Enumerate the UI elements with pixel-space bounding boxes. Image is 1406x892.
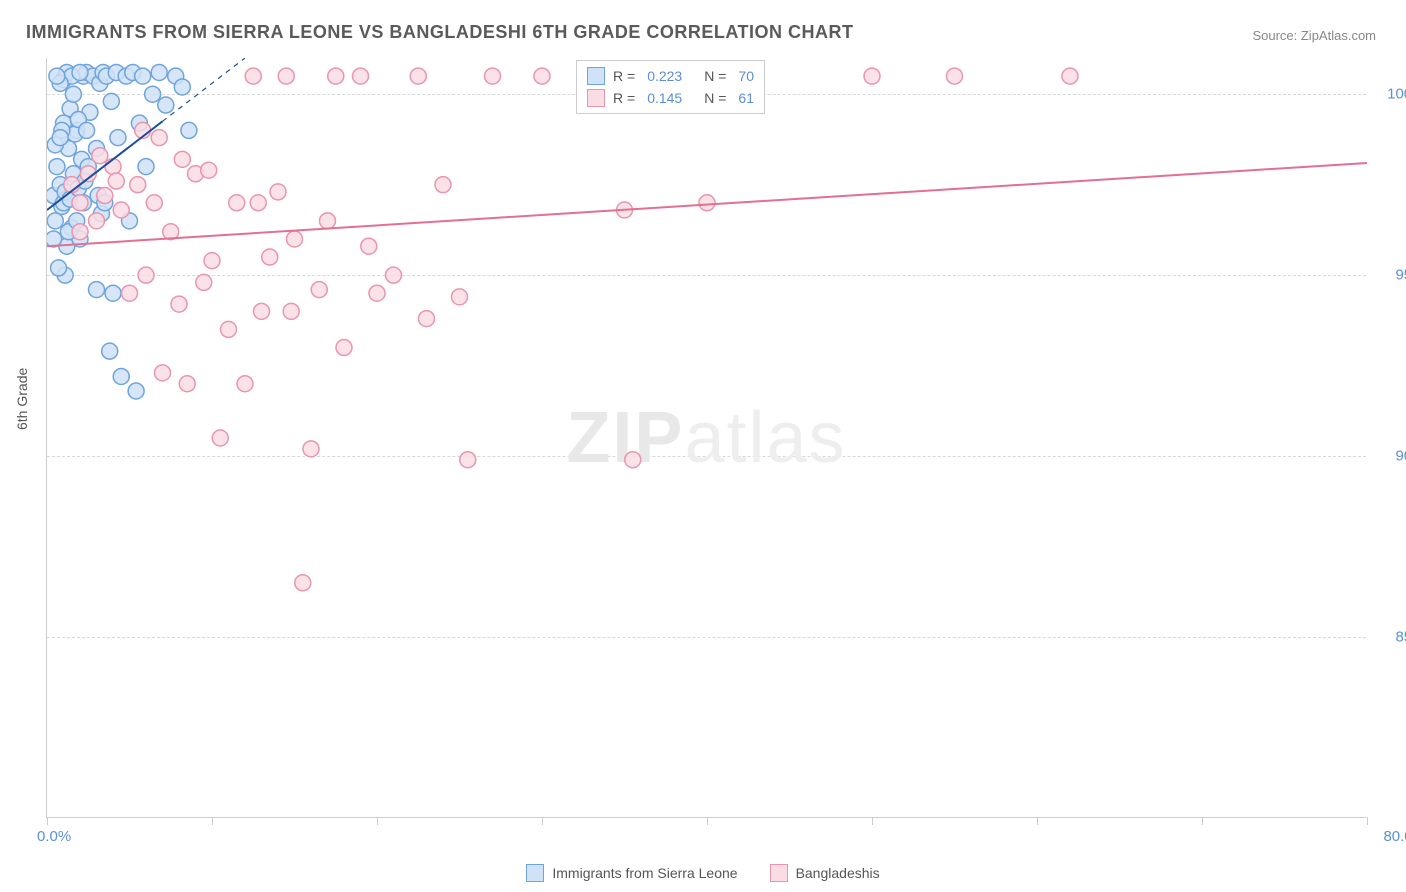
legend-n-label: N = bbox=[704, 68, 726, 84]
legend-bottom-item: Immigrants from Sierra Leone bbox=[526, 864, 737, 882]
trend-layer bbox=[47, 58, 1367, 818]
x-tick-0: 0.0% bbox=[37, 828, 71, 845]
y-axis-label: 6th Grade bbox=[14, 368, 30, 430]
y-tick-label: 85.0% bbox=[1395, 629, 1406, 646]
source-label: Source: ZipAtlas.com bbox=[1252, 28, 1376, 43]
x-tick bbox=[707, 817, 708, 825]
x-tick bbox=[212, 817, 213, 825]
legend-r-label: R = bbox=[613, 68, 635, 84]
legend-n-value: 70 bbox=[738, 68, 754, 84]
plot-area: ZIPatlas 0.0% 80.0% 85.0%90.0%95.0%100.0… bbox=[46, 58, 1366, 818]
legend-r-value: 0.145 bbox=[647, 90, 682, 106]
legend-n-label: N = bbox=[704, 90, 726, 106]
legend-row: R = 0.223 N = 70 bbox=[587, 65, 754, 87]
legend-swatch bbox=[587, 89, 605, 107]
legend-n-value: 61 bbox=[738, 90, 754, 106]
y-tick-label: 100.0% bbox=[1387, 86, 1406, 103]
legend-bottom-item: Bangladeshis bbox=[770, 864, 880, 882]
legend-row: R = 0.145 N = 61 bbox=[587, 87, 754, 109]
legend-top: R = 0.223 N = 70 R = 0.145 N = 61 bbox=[576, 60, 765, 114]
legend-swatch bbox=[526, 864, 544, 882]
x-tick bbox=[542, 817, 543, 825]
legend-r-value: 0.223 bbox=[647, 68, 682, 84]
legend-r-label: R = bbox=[613, 90, 635, 106]
x-tick bbox=[1367, 817, 1368, 825]
x-tick bbox=[1037, 817, 1038, 825]
x-tick bbox=[1202, 817, 1203, 825]
legend-label: Immigrants from Sierra Leone bbox=[552, 865, 737, 881]
y-tick-label: 95.0% bbox=[1395, 267, 1406, 284]
legend-swatch bbox=[587, 67, 605, 85]
trend-line bbox=[47, 163, 1367, 246]
legend-label: Bangladeshis bbox=[796, 865, 880, 881]
x-tick bbox=[872, 817, 873, 825]
x-tick-max: 80.0% bbox=[1383, 828, 1406, 845]
trend-line-dashed bbox=[163, 58, 246, 121]
x-tick bbox=[377, 817, 378, 825]
legend-swatch bbox=[770, 864, 788, 882]
chart-title: IMMIGRANTS FROM SIERRA LEONE VS BANGLADE… bbox=[26, 22, 854, 43]
legend-bottom: Immigrants from Sierra Leone Bangladeshis bbox=[0, 864, 1406, 882]
y-tick-label: 90.0% bbox=[1395, 448, 1406, 465]
trend-line bbox=[47, 121, 163, 210]
x-tick bbox=[47, 817, 48, 825]
